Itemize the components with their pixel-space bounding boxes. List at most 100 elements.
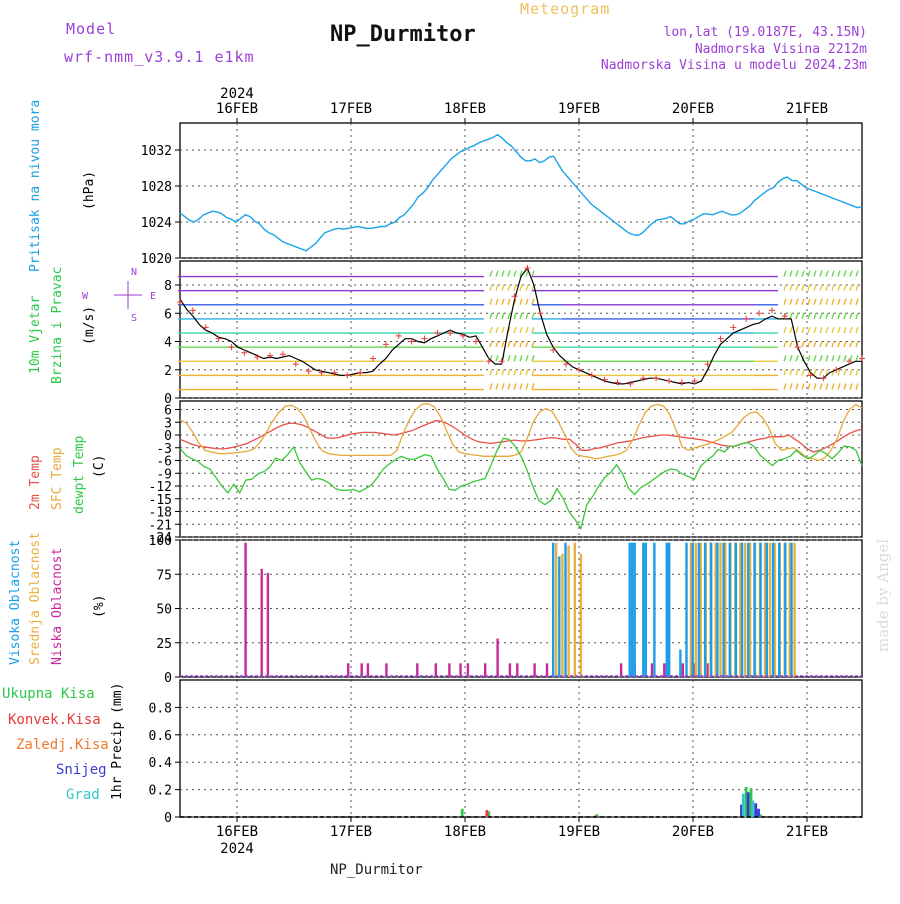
wind-gust-marker [588, 372, 595, 379]
wind-label-1: 10m Vjetar [28, 295, 43, 374]
cloud-bar [484, 663, 487, 677]
temp2m-label: 2m Temp [28, 455, 43, 510]
wind-barb [513, 284, 517, 291]
wind-barb [843, 270, 847, 277]
wind-barb [783, 284, 787, 291]
wind-barb [843, 284, 847, 291]
precip-bar [754, 803, 758, 817]
x-tick-bottom-0: 16FEB [216, 824, 258, 840]
sfc-temp-label: SFC Temp [50, 447, 65, 510]
y-tick-label-0-0: 1020 [141, 252, 172, 267]
cloud-bar [722, 542, 725, 677]
temp-line-2 [179, 437, 863, 531]
wind-barb [513, 355, 517, 362]
wind-gust-marker [846, 358, 853, 365]
x-tick-bottom-4: 20FEB [672, 824, 714, 840]
precip-bar [757, 808, 760, 817]
panel-frame-1 [179, 260, 863, 399]
wind-barb [513, 270, 517, 277]
precip-bar [485, 810, 489, 817]
cloud-bar [739, 542, 742, 677]
wind-gust-marker [550, 346, 557, 353]
wind-barb [789, 284, 793, 291]
wind-barb [783, 340, 787, 348]
wind-gust-marker [730, 324, 737, 331]
wind-barb [531, 383, 535, 390]
wind-gust-marker [768, 307, 775, 314]
wind-barb [831, 312, 835, 320]
wind-barb [855, 355, 859, 362]
wind-barb [819, 340, 823, 348]
cloud-bar [633, 542, 636, 677]
wind-barb [525, 270, 529, 277]
wind-barb [795, 355, 799, 362]
wind-barb [795, 298, 799, 306]
wind-barb [507, 312, 511, 320]
cloud-bar [260, 568, 263, 677]
legend-total-precip: Ukupna Kisa [2, 686, 95, 702]
cloud-unit: (%) [92, 594, 107, 618]
wind-barb [795, 326, 799, 334]
wind-gust-marker [511, 293, 518, 300]
wind-barb [495, 284, 499, 291]
wind-barb [819, 312, 823, 320]
wind-gust-marker [833, 366, 840, 373]
wind-barb [507, 270, 511, 277]
wind-gust-marker [254, 354, 261, 361]
wind-barb [819, 369, 823, 376]
wind-barb [813, 383, 817, 390]
wind-barb [807, 326, 811, 334]
wind-gust-marker [241, 349, 248, 356]
precip-bar [740, 804, 743, 817]
wind-barb [831, 340, 835, 348]
wind-barb [825, 298, 829, 306]
wind-gust-marker [292, 361, 299, 368]
wind-barb [807, 355, 811, 362]
wind-barb [507, 284, 511, 291]
wind-gust-marker [859, 355, 865, 362]
wind-barb [495, 355, 499, 362]
panel-frame-4 [179, 679, 863, 818]
wind-barb [849, 369, 853, 376]
wind-barb [843, 312, 847, 320]
wind-barb [837, 383, 841, 390]
wind-gust-marker [370, 355, 377, 362]
wind-barb [795, 383, 799, 390]
cloud-bar [360, 663, 363, 677]
wind-barb [495, 369, 499, 376]
cloud-bar [650, 663, 654, 677]
cloud-bar [763, 542, 767, 677]
cloud-bar [689, 542, 693, 677]
wind-barb [783, 369, 787, 376]
wind-barb [849, 298, 853, 306]
wind-barb [819, 284, 823, 291]
wind-barb [783, 355, 787, 362]
y-tick-label-3-3: 75 [156, 568, 172, 583]
cloud-bar [533, 663, 536, 677]
wind-barb [531, 326, 535, 334]
precip-bar [744, 786, 748, 817]
wind-gust-marker [279, 351, 286, 358]
cloud-bar [347, 663, 350, 677]
temp-unit: (C) [92, 454, 107, 478]
cloud-bar [706, 663, 709, 677]
x-tick-bottom-5: 21FEB [786, 824, 828, 840]
legend-snow: Snijeg [56, 762, 107, 778]
wind-barb [495, 298, 499, 306]
wind-barb [507, 355, 511, 362]
wind-barb [807, 270, 811, 277]
wind-barb [495, 340, 499, 348]
wind-barb [501, 312, 505, 320]
wind-barb [519, 340, 523, 348]
y-tick-label-1-2: 4 [164, 336, 172, 351]
wind-barb [513, 312, 517, 320]
y-tick-label-2-0: -24 [149, 531, 173, 546]
wind-barb [825, 284, 829, 291]
cloud-bar [771, 542, 775, 677]
cloud-bar [244, 542, 247, 677]
model-label: Model [66, 20, 117, 38]
wind-gust-marker [717, 335, 724, 342]
wind-gust-marker [781, 313, 788, 320]
coords-text: lon,lat (19.0187E, 43.15N) [663, 25, 868, 40]
precip-bar [759, 814, 762, 817]
